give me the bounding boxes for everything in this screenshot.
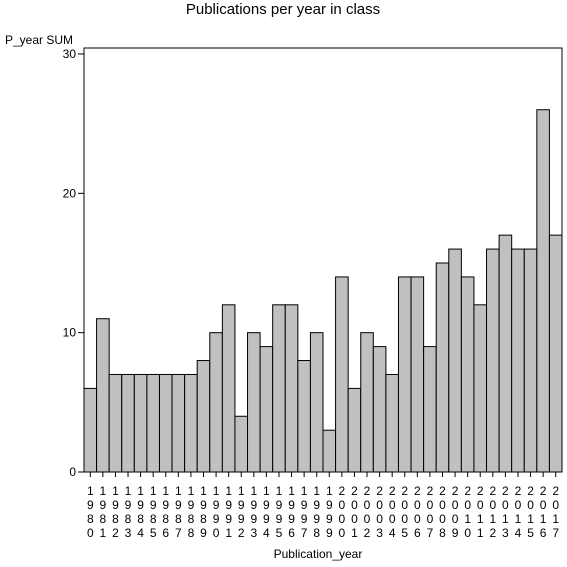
bar-1999 xyxy=(322,429,337,473)
bar-1988 xyxy=(184,373,198,473)
bar-2002 xyxy=(360,332,374,473)
x-axis: 1 9 8 0 1 9 8 1 1 9 8 2 1 9 8 3 1 9 8 4 1 9 8 5 1 9 8 6 1 9 8 7 1 9 8 8 1 9 8 9… xyxy=(87,472,559,540)
bar-1980 xyxy=(83,387,98,473)
bar-2009 xyxy=(448,248,462,473)
bar-1997 xyxy=(297,360,311,473)
bar-1998 xyxy=(309,332,324,473)
plot-area-frame xyxy=(83,47,563,473)
bar-2016 xyxy=(536,109,550,473)
bar-2004 xyxy=(385,373,399,473)
y-tick-label: 10 xyxy=(63,326,77,340)
y-tick-label: 20 xyxy=(63,186,77,200)
bar-1983 xyxy=(121,373,135,473)
bar-1990 xyxy=(209,332,223,473)
bar-1995 xyxy=(272,304,286,473)
bar-2007 xyxy=(423,346,437,473)
bar-1986 xyxy=(158,373,173,473)
bar-1994 xyxy=(259,346,274,473)
bar-1984 xyxy=(133,373,148,473)
bar-1982 xyxy=(108,373,123,473)
bar-2008 xyxy=(435,262,450,473)
bar-2011 xyxy=(473,304,488,473)
bar-1985 xyxy=(146,373,160,473)
bar-1992 xyxy=(234,415,249,473)
y-axis: 0 10 20 30 xyxy=(63,47,84,479)
bar-1993 xyxy=(247,332,261,473)
bar-2003 xyxy=(372,346,387,473)
bar-2001 xyxy=(347,387,362,473)
chart-title: Publications per year in class xyxy=(186,1,380,18)
bar-2017 xyxy=(548,234,563,473)
y-axis-label: P_year SUM xyxy=(5,33,73,47)
bars-group xyxy=(83,109,563,473)
x-axis-label: Publication_year xyxy=(274,547,363,561)
bar-1996 xyxy=(284,304,299,473)
bar-1981 xyxy=(96,318,110,473)
bar-2006 xyxy=(410,276,425,473)
bar-1989 xyxy=(196,360,211,473)
bar-2013 xyxy=(498,234,513,473)
y-tick-label: 0 xyxy=(69,465,76,479)
bar-2005 xyxy=(397,276,412,473)
bar-2015 xyxy=(523,248,538,473)
bar-2012 xyxy=(486,248,500,473)
bar-2010 xyxy=(460,276,475,473)
y-tick-label: 30 xyxy=(63,47,77,61)
bar-1991 xyxy=(221,304,236,473)
bar-2000 xyxy=(335,276,349,473)
bar-1987 xyxy=(171,373,186,473)
bar-2014 xyxy=(511,248,525,473)
